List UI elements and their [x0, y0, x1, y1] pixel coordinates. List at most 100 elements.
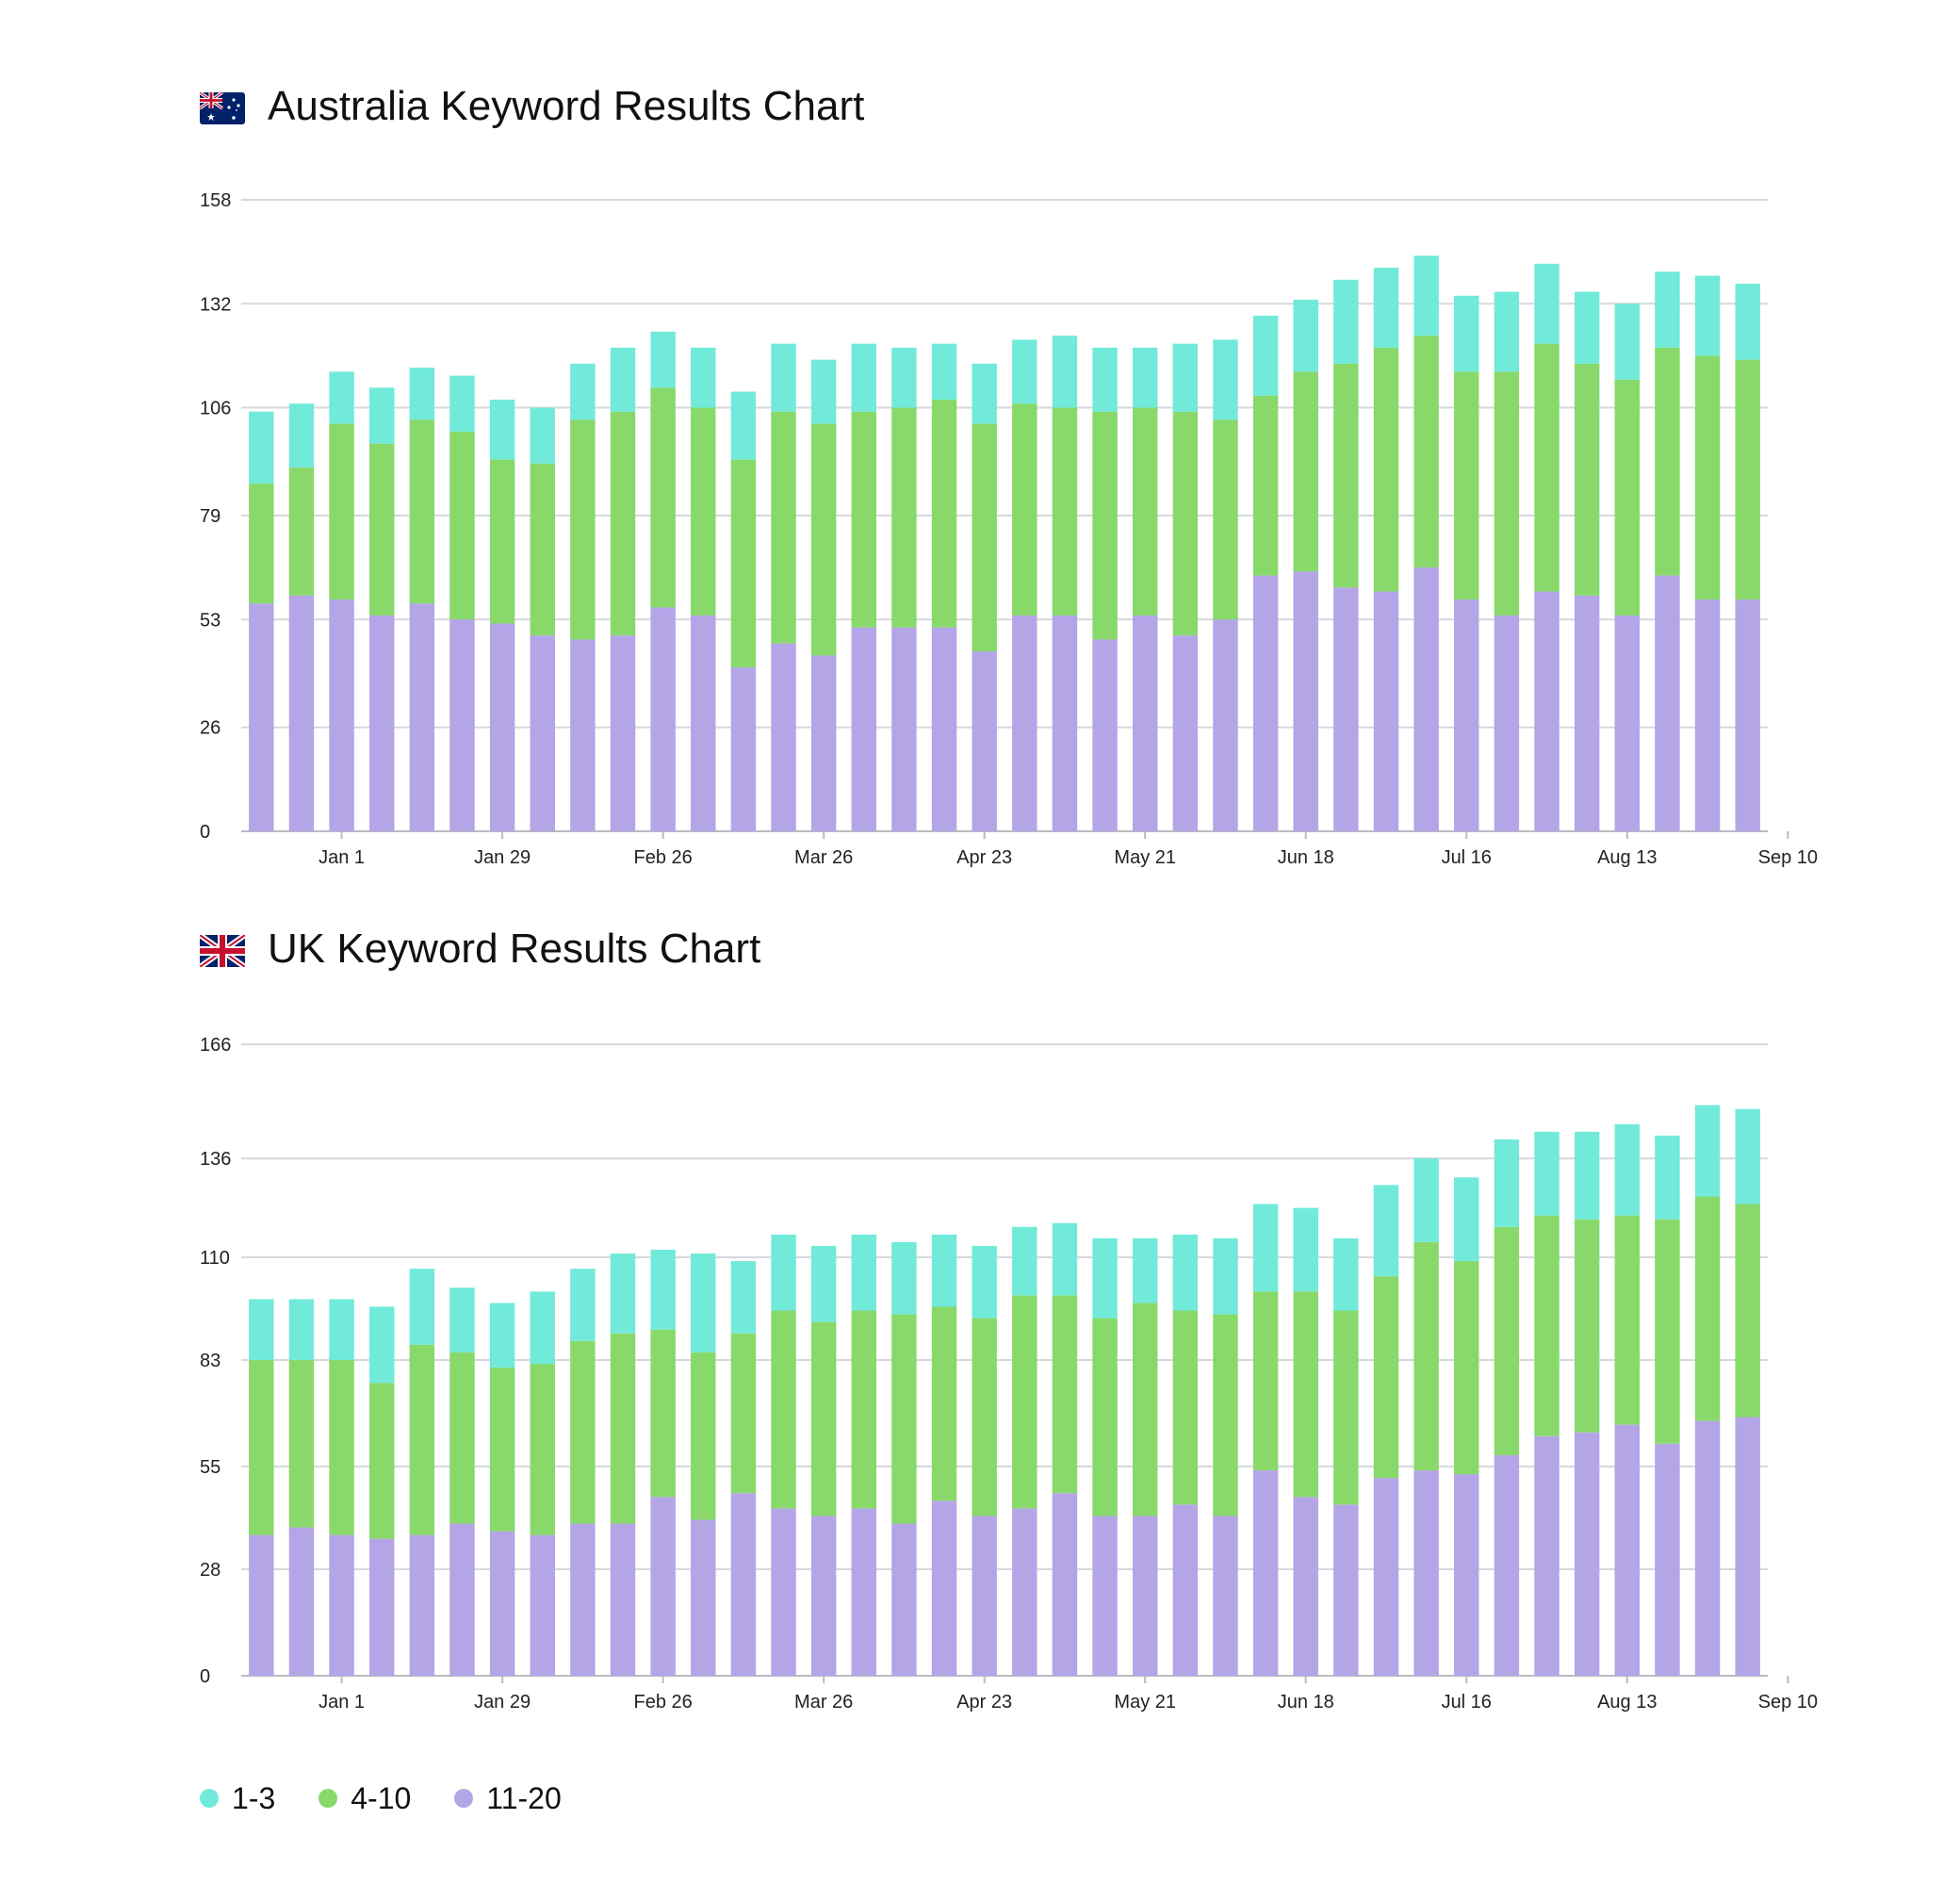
bar-segment-1-3	[329, 1299, 354, 1360]
bar-segment-1-3	[1293, 300, 1318, 372]
bar-segment-4-10	[610, 411, 636, 636]
bar-segment-4-10	[691, 407, 716, 616]
bar-segment-11-20	[1614, 1424, 1641, 1676]
bar-segment-11-20	[1534, 1435, 1560, 1676]
bar-segment-1-3	[409, 1269, 435, 1345]
bar-segment-11-20	[851, 627, 877, 831]
bar-segment-11-20	[1333, 1504, 1359, 1676]
bar-segment-11-20	[810, 1516, 837, 1676]
x-tick-label: Jun 18	[1278, 847, 1334, 868]
bar-segment-4-10	[570, 419, 596, 640]
bar-segment-4-10	[1614, 1215, 1641, 1425]
bar-segment-1-3	[1333, 279, 1359, 364]
bar-segment-4-10	[1494, 1226, 1520, 1455]
bar-segment-4-10	[1213, 419, 1238, 620]
bar-segment-4-10	[1574, 1219, 1600, 1433]
bar-segment-11-20	[329, 1534, 354, 1676]
bar-segment-1-3	[1172, 1234, 1199, 1311]
y-tick-label: 53	[200, 610, 220, 631]
bar-segment-4-10	[1293, 1291, 1318, 1498]
bar-segment-11-20	[931, 1500, 957, 1676]
bar-segment-11-20	[610, 635, 636, 831]
bar-segment-1-3	[691, 347, 716, 408]
bar-segment-11-20	[1614, 615, 1641, 831]
bar-segment-11-20	[1735, 599, 1760, 831]
bar-segment-1-3	[851, 343, 877, 412]
bar-segment-4-10	[249, 484, 274, 604]
y-tick-label: 79	[200, 506, 220, 527]
bar-segment-1-3	[1052, 336, 1078, 408]
bar-segment-1-3	[1052, 1222, 1078, 1296]
x-tick-label: Apr 23	[956, 1692, 1012, 1713]
bar-segment-1-3	[1213, 1238, 1238, 1315]
bar-segment-4-10	[851, 1310, 877, 1509]
y-tick-label: 136	[200, 1149, 231, 1170]
y-tick-label: 110	[200, 1248, 230, 1269]
bar-segment-1-3	[1534, 1131, 1560, 1216]
bar-segment-11-20	[650, 1497, 676, 1676]
bar-segment-11-20	[249, 1534, 274, 1676]
bar-segment-1-3	[1694, 1105, 1721, 1197]
bar-segment-1-3	[1574, 291, 1600, 364]
bar-segment-4-10	[409, 419, 435, 604]
bar-segment-1-3	[650, 1249, 676, 1330]
bar-segment-4-10	[691, 1352, 716, 1520]
bar-segment-1-3	[1132, 347, 1158, 408]
bar-segment-4-10	[1252, 1291, 1279, 1471]
bar-segment-1-3	[1614, 1123, 1641, 1216]
bar-segment-4-10	[1494, 371, 1520, 616]
bar-segment-4-10	[771, 411, 796, 644]
y-tick-label: 26	[200, 718, 220, 739]
legend-label: 11-20	[486, 1780, 562, 1815]
bar-segment-11-20	[1655, 1443, 1680, 1676]
bar-segment-11-20	[288, 1527, 315, 1676]
bar-segment-4-10	[972, 423, 997, 652]
bar-segment-11-20	[368, 615, 395, 831]
bar-segment-1-3	[1373, 268, 1399, 348]
bar-segment-1-3	[851, 1234, 877, 1311]
bar-segment-11-20	[691, 615, 716, 831]
chart-legend: 1-3 4-10 11-20	[200, 1778, 562, 1819]
x-tick-label: Jan 1	[318, 847, 365, 868]
bar-segment-4-10	[1052, 1295, 1078, 1494]
bar-segment-1-3	[730, 1261, 757, 1334]
bar-segment-4-10	[730, 1333, 757, 1494]
bar-segment-11-20	[771, 643, 796, 831]
bar-segment-11-20	[1574, 1432, 1600, 1676]
bar-segment-11-20	[1413, 1470, 1439, 1676]
x-tick-label: Jan 1	[318, 1692, 365, 1713]
bar-segment-4-10	[1454, 1261, 1479, 1475]
bar-segment-4-10	[931, 400, 957, 628]
bar-segment-4-10	[972, 1318, 997, 1516]
bar-segment-11-20	[972, 651, 997, 831]
bar-segment-4-10	[1694, 1196, 1721, 1421]
bar-segment-1-3	[972, 363, 997, 424]
bar-segment-4-10	[1614, 379, 1641, 616]
bar-segment-4-10	[1454, 371, 1479, 600]
bar-segment-1-3	[570, 363, 596, 420]
bar-segment-1-3	[1092, 1238, 1118, 1319]
x-tick-label: Apr 23	[956, 847, 1012, 868]
bar-segment-1-3	[810, 1245, 837, 1322]
bar-segment-1-3	[610, 347, 636, 412]
bar-segment-11-20	[730, 667, 757, 831]
bar-segment-1-3	[288, 1299, 315, 1360]
bar-segment-1-3	[1574, 1131, 1600, 1220]
bar-segment-1-3	[1413, 255, 1439, 336]
bar-segment-11-20	[489, 1531, 515, 1676]
y-tick-label: 166	[200, 1035, 231, 1056]
bar-segment-11-20	[810, 655, 837, 831]
bar-segment-4-10	[610, 1333, 636, 1524]
bar-segment-4-10	[1413, 336, 1439, 568]
bar-segment-4-10	[449, 1352, 475, 1524]
bar-segment-4-10	[368, 1383, 395, 1539]
bar-segment-1-3	[489, 400, 515, 460]
bar-segment-11-20	[610, 1523, 636, 1676]
bar-segment-1-3	[730, 391, 757, 460]
bar-segment-4-10	[1012, 403, 1037, 616]
uk-plot-area: 0 28 55 83 110 136 166 Jan 1 Jan 29 Feb 26 Mar 26 A…	[200, 1035, 1818, 1713]
bar-segment-11-20	[1132, 615, 1158, 831]
bar-segment-1-3	[530, 1291, 555, 1365]
y-tick-label: 28	[200, 1560, 220, 1581]
bar-segment-1-3	[1655, 271, 1680, 348]
